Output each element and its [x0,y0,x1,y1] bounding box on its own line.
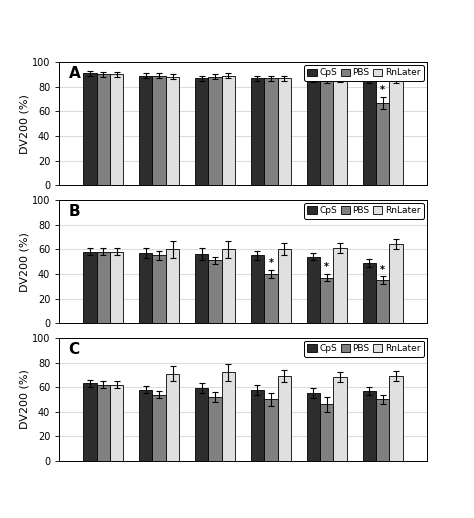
Y-axis label: DV200 (%): DV200 (%) [19,94,29,154]
Bar [320,405,333,461]
Bar [153,395,166,461]
Bar [166,373,179,461]
Bar [320,81,333,185]
Text: *: * [380,265,385,275]
Text: *: * [380,85,385,95]
Bar [278,376,291,461]
Bar [278,249,291,323]
Bar [389,78,403,185]
Bar [251,390,264,461]
Bar [195,254,208,323]
Bar [97,75,110,185]
Bar [376,103,389,185]
Bar [139,390,153,461]
Bar [97,385,110,461]
Y-axis label: DV200 (%): DV200 (%) [19,232,29,292]
Bar [83,252,97,323]
Text: A: A [68,66,80,81]
Bar [222,76,235,185]
Bar [363,263,376,323]
Text: C: C [68,341,80,356]
Bar [139,76,153,185]
Bar [363,81,376,185]
Text: B: B [68,204,80,219]
Bar [251,255,264,323]
Bar [208,397,222,461]
Bar [320,278,333,323]
Bar [208,261,222,323]
Legend: CpS, PBS, RnLater: CpS, PBS, RnLater [304,341,424,357]
Bar [110,385,123,461]
Legend: CpS, PBS, RnLater: CpS, PBS, RnLater [304,65,424,81]
Bar [363,391,376,461]
Bar [307,79,320,185]
Bar [264,78,278,185]
Bar [389,376,403,461]
Bar [139,253,153,323]
Bar [97,252,110,323]
Bar [376,280,389,323]
Bar [166,249,179,323]
Bar [110,75,123,185]
Bar [195,78,208,185]
Bar [389,244,403,323]
Bar [333,248,347,323]
Bar [278,78,291,185]
Bar [307,393,320,461]
Bar [153,255,166,323]
Bar [208,77,222,185]
Bar [376,399,389,461]
Bar [222,249,235,323]
Bar [264,399,278,461]
Y-axis label: DV200 (%): DV200 (%) [19,369,29,429]
Bar [110,252,123,323]
Text: *: * [324,262,329,272]
Bar [166,77,179,185]
Bar [83,383,97,461]
Bar [83,73,97,185]
Bar [307,256,320,323]
Bar [195,388,208,461]
Bar [264,274,278,323]
Legend: CpS, PBS, RnLater: CpS, PBS, RnLater [304,203,424,219]
Text: *: * [268,258,273,268]
Bar [153,76,166,185]
Bar [222,372,235,461]
Bar [333,79,347,185]
Bar [251,78,264,185]
Bar [333,377,347,461]
